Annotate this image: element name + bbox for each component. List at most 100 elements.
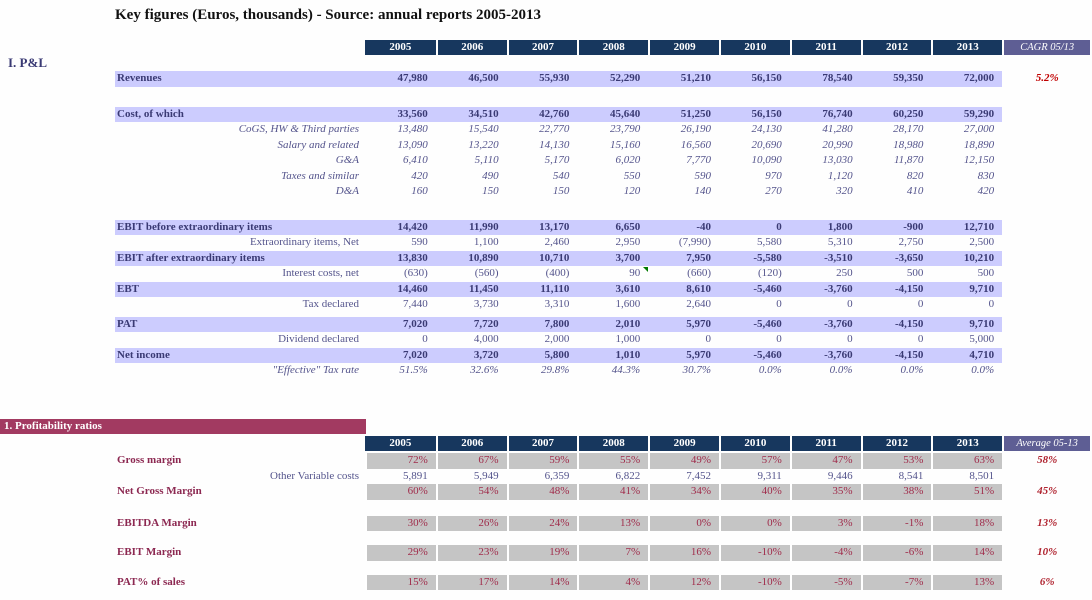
cell-value[interactable]: 3,310 xyxy=(544,298,570,310)
year-header[interactable]: 2012 xyxy=(860,436,932,451)
cagr-value[interactable] xyxy=(1004,363,1090,379)
cagr-value[interactable] xyxy=(1004,317,1090,333)
cell-value[interactable]: 7,720 xyxy=(473,317,499,330)
cell-value[interactable]: 13,830 xyxy=(397,251,428,264)
cell-value[interactable]: 11,990 xyxy=(468,220,499,233)
cell-value[interactable]: 16% xyxy=(648,545,719,561)
cell-value[interactable]: 26,190 xyxy=(680,123,711,135)
cell-value[interactable]: 160 xyxy=(411,185,428,197)
cell-value[interactable]: 13,090 xyxy=(397,138,428,151)
cell-value[interactable]: 48% xyxy=(506,484,578,500)
cell-value[interactable]: 0% xyxy=(718,515,790,531)
cell-value[interactable]: 1,010 xyxy=(615,348,641,361)
cell-value[interactable]: 52,290 xyxy=(609,72,641,84)
cagr-header[interactable]: CAGR 05/13 xyxy=(1004,40,1091,55)
cell-value[interactable]: -5% xyxy=(789,574,861,590)
cell-value[interactable]: 60% xyxy=(365,484,436,500)
cell-value[interactable]: 12,710 xyxy=(963,220,995,233)
cell-value[interactable]: 7,452 xyxy=(686,469,711,482)
row-label[interactable]: Other Variable costs xyxy=(270,469,359,482)
average-value[interactable]: 45% xyxy=(1037,485,1058,497)
cell-value[interactable]: 51,210 xyxy=(680,72,711,84)
row-label[interactable]: EBITDA Margin xyxy=(117,516,197,529)
year-header[interactable]: 2006 xyxy=(435,40,507,55)
row-label[interactable]: "Effective" Tax rate xyxy=(272,364,359,376)
cell-value[interactable]: 29% xyxy=(365,545,436,561)
cell-value[interactable]: 24,130 xyxy=(751,123,782,135)
cell-value[interactable]: 15% xyxy=(365,574,436,590)
year-header[interactable]: 2010 xyxy=(718,436,790,451)
cell-value[interactable]: 7,020 xyxy=(403,348,428,361)
cell-value[interactable]: 42,760 xyxy=(539,107,570,120)
row-label[interactable]: Cost, of which xyxy=(117,107,184,120)
cell-value[interactable]: 0.0% xyxy=(971,364,995,376)
cell-value[interactable]: -3,760 xyxy=(824,317,853,330)
year-header[interactable]: 2011 xyxy=(789,40,861,55)
row-label[interactable]: Net income xyxy=(117,348,170,361)
cell-value[interactable]: 0 xyxy=(917,333,924,345)
cell-value[interactable]: 2,500 xyxy=(969,236,995,248)
cell-value[interactable]: 24% xyxy=(506,515,578,531)
row-label[interactable]: Interest costs, net xyxy=(282,267,359,279)
cell-value[interactable]: 26% xyxy=(435,515,507,531)
cell-value[interactable]: 60,250 xyxy=(893,107,924,120)
cagr-value[interactable] xyxy=(1004,122,1090,138)
cell-value[interactable]: 250 xyxy=(836,267,853,279)
cell-value[interactable]: 150 xyxy=(552,185,570,197)
year-header[interactable]: 2008 xyxy=(577,436,649,451)
cell-value[interactable]: -7% xyxy=(860,574,932,590)
cell-value[interactable]: 2,950 xyxy=(615,236,641,248)
cell-value[interactable]: 5,970 xyxy=(686,317,711,330)
row-label[interactable]: EBIT Margin xyxy=(117,546,182,558)
cell-value[interactable]: 3,610 xyxy=(615,282,641,295)
cell-value[interactable]: 45,640 xyxy=(609,107,641,120)
cell-value[interactable]: 57% xyxy=(718,453,790,469)
row-label[interactable]: EBIT after extraordinary items xyxy=(117,251,265,264)
cell-value[interactable]: -3,760 xyxy=(824,282,853,295)
cell-value[interactable]: 10,890 xyxy=(468,251,499,264)
cell-value[interactable]: 55,930 xyxy=(539,72,570,84)
cell-value[interactable]: 40% xyxy=(718,484,790,500)
cell-value[interactable]: 90 xyxy=(577,266,649,282)
cell-value[interactable]: 830 xyxy=(977,169,995,182)
cell-value[interactable]: 3,720 xyxy=(473,348,499,361)
cell-value[interactable]: 59,350 xyxy=(893,72,924,84)
cell-value[interactable]: 490 xyxy=(482,169,499,182)
cell-value[interactable]: 51% xyxy=(931,484,1003,500)
row-label[interactable]: D&A xyxy=(335,185,359,197)
cell-value[interactable]: 540 xyxy=(552,169,570,182)
cell-value[interactable]: 13% xyxy=(577,515,649,531)
cell-value[interactable]: -5,460 xyxy=(753,282,782,295)
cell-value[interactable]: 10,090 xyxy=(751,154,782,166)
cell-value[interactable]: 5,110 xyxy=(474,154,499,166)
cell-value[interactable]: 3,700 xyxy=(615,251,641,264)
cell-value[interactable]: 4% xyxy=(577,574,649,590)
cell-value[interactable]: 550 xyxy=(623,169,641,182)
year-header[interactable]: 2011 xyxy=(789,436,861,451)
row-label[interactable]: PAT% of sales xyxy=(117,575,186,588)
cell-value[interactable]: 8,610 xyxy=(686,282,711,295)
cell-value[interactable]: (400) xyxy=(545,267,570,279)
cell-value[interactable]: 1,800 xyxy=(827,220,853,233)
cell-value[interactable]: 320 xyxy=(836,185,853,197)
cell-value[interactable]: 46,500 xyxy=(468,72,499,84)
cell-value[interactable]: 590 xyxy=(411,236,428,248)
cell-value[interactable]: 33,560 xyxy=(397,107,428,120)
cell-value[interactable]: -4,150 xyxy=(894,282,924,295)
cell-value[interactable]: 5,170 xyxy=(544,154,570,166)
year-header[interactable]: 2013 xyxy=(931,436,1003,451)
cagr-value[interactable] xyxy=(1004,153,1090,169)
cell-value[interactable]: (7,990) xyxy=(678,236,711,248)
cell-value[interactable]: 7,440 xyxy=(403,298,428,310)
cagr-value[interactable] xyxy=(1004,266,1090,282)
cell-value[interactable]: 11,450 xyxy=(468,282,499,295)
cell-value[interactable]: 53% xyxy=(860,453,932,469)
cell-value[interactable]: 29.8% xyxy=(540,364,570,376)
cell-value[interactable]: 9,710 xyxy=(969,317,995,330)
cell-value[interactable]: -5,580 xyxy=(753,251,782,264)
cagr-value[interactable] xyxy=(1004,251,1090,267)
cell-value[interactable]: 13% xyxy=(931,574,1003,590)
cell-value[interactable]: 120 xyxy=(623,185,641,197)
cell-value[interactable]: 78,540 xyxy=(822,72,853,84)
row-label[interactable]: CoGS, HW & Third parties xyxy=(238,123,359,135)
